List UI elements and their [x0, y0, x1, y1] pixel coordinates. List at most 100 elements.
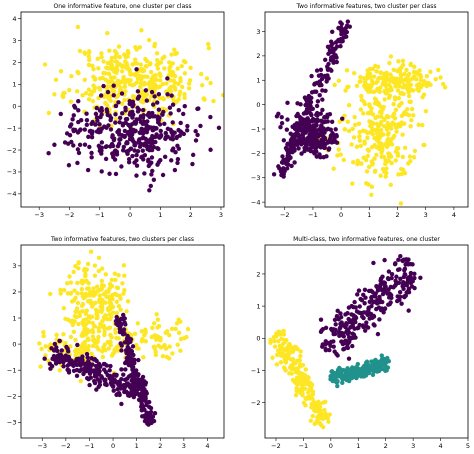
data-point	[388, 86, 393, 92]
data-point	[122, 97, 127, 103]
data-point	[328, 127, 333, 132]
data-point	[134, 163, 140, 168]
data-point	[123, 120, 128, 125]
data-point	[303, 140, 309, 145]
data-point	[408, 270, 414, 276]
x-tick-label: 1	[135, 442, 139, 450]
data-point	[412, 64, 417, 70]
data-point	[318, 317, 324, 322]
data-point	[316, 140, 321, 146]
data-point	[102, 332, 107, 338]
data-point	[121, 372, 126, 377]
data-point	[43, 344, 48, 349]
data-point	[115, 78, 121, 83]
data-point	[394, 274, 399, 279]
data-point	[141, 135, 146, 140]
data-point	[68, 334, 74, 340]
data-point	[113, 171, 119, 177]
data-point	[355, 292, 360, 297]
data-point	[314, 89, 319, 94]
data-point	[87, 382, 92, 388]
data-point	[134, 73, 139, 78]
data-point	[121, 144, 127, 150]
data-point	[76, 260, 81, 265]
x-tick-label: 2	[158, 442, 162, 450]
data-point	[91, 88, 97, 94]
data-point	[362, 328, 368, 333]
x-tick-label: 3	[411, 442, 415, 450]
data-point	[299, 151, 304, 156]
data-point	[153, 349, 158, 355]
data-point	[440, 81, 446, 87]
data-point	[303, 396, 308, 401]
points-group	[268, 254, 423, 430]
y-tick-label: −1	[251, 125, 261, 133]
data-point	[406, 161, 411, 166]
data-point	[83, 91, 89, 96]
data-point	[150, 325, 155, 331]
data-point	[396, 257, 401, 263]
data-point	[76, 108, 81, 113]
data-point	[316, 405, 321, 410]
data-point	[154, 77, 159, 83]
data-point	[318, 67, 324, 73]
data-point	[386, 154, 392, 159]
data-point	[330, 29, 335, 34]
data-point	[150, 140, 155, 146]
data-point	[91, 378, 97, 384]
data-point	[82, 342, 87, 347]
data-point	[136, 140, 141, 145]
data-point	[294, 142, 300, 148]
data-point	[130, 99, 136, 105]
data-point	[107, 325, 113, 330]
data-point	[340, 377, 345, 382]
panel-title: Multi-class, two informative features, o…	[293, 236, 440, 243]
data-point	[287, 371, 292, 376]
data-point	[389, 275, 394, 281]
data-point	[163, 135, 169, 140]
data-point	[99, 287, 104, 292]
data-point	[143, 380, 149, 385]
data-point	[108, 127, 114, 132]
data-point	[365, 312, 370, 318]
data-point	[176, 107, 181, 113]
data-point	[118, 322, 124, 328]
data-point	[134, 47, 139, 52]
x-tick-label: 0	[128, 211, 132, 219]
data-point	[84, 326, 89, 332]
data-point	[391, 101, 396, 107]
data-point	[201, 96, 207, 101]
data-point	[314, 110, 320, 116]
x-tick-label: 0	[111, 442, 115, 450]
data-point	[89, 351, 94, 356]
data-point	[395, 88, 401, 93]
data-point	[396, 103, 402, 109]
data-point	[96, 66, 101, 71]
data-point	[112, 347, 117, 353]
data-point	[65, 346, 70, 352]
data-point	[178, 78, 183, 84]
data-point	[380, 274, 385, 279]
data-point	[140, 69, 145, 74]
data-point	[405, 107, 410, 112]
data-point	[108, 301, 114, 306]
data-point	[398, 276, 403, 281]
data-point	[82, 127, 88, 132]
data-point	[108, 341, 113, 346]
data-point	[341, 157, 346, 163]
data-point	[338, 152, 343, 157]
data-point	[303, 373, 308, 378]
data-point	[399, 72, 404, 78]
data-point	[350, 365, 355, 370]
data-point	[118, 307, 123, 312]
data-point	[94, 363, 99, 369]
data-point	[170, 102, 176, 107]
data-point	[388, 293, 394, 298]
data-point	[391, 67, 396, 72]
data-point	[84, 117, 90, 123]
data-point	[338, 314, 344, 320]
x-tick-label: −1	[85, 442, 95, 450]
data-point	[99, 169, 104, 174]
data-point	[76, 150, 82, 156]
